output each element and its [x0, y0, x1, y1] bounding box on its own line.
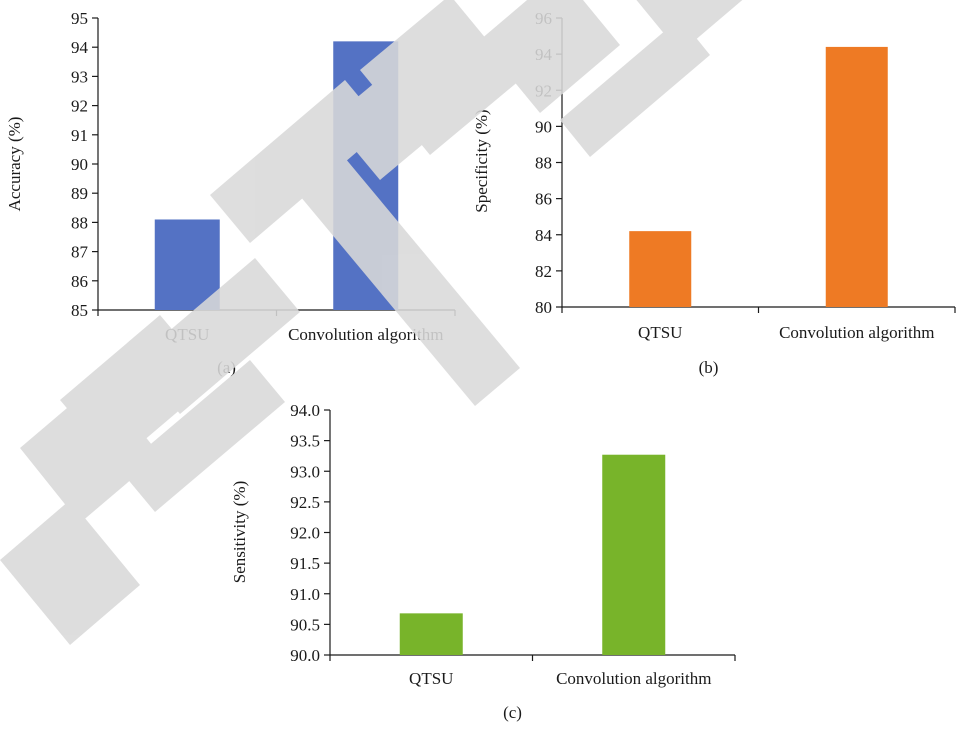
y-tick-label: 92 [71, 97, 88, 116]
chart-panel-b: 80 82 84 86 88 90 92 94 96 QTSU Convolution algori… [472, 9, 956, 377]
panel-label: (b) [699, 358, 719, 377]
x-category-label: Convolution algorithm [779, 323, 934, 342]
y-tick-label: 96 [535, 9, 552, 28]
y-tick-label: 93.0 [290, 462, 320, 481]
y-tick-label: 89 [71, 184, 88, 203]
y-tick-label: 92.0 [290, 524, 320, 543]
y-tick-label: 94.0 [290, 401, 320, 420]
y-tick-label: 86 [71, 272, 88, 291]
y-tick-label: 92 [535, 81, 552, 100]
y-tick-label: 90 [535, 117, 552, 136]
y-tick-label: 94 [71, 38, 89, 57]
y-axis-title: Specificity (%) [472, 109, 491, 212]
chart-panel-c: 90.0 90.5 91.0 91.5 92.0 92.5 93.0 93.5 94.0 QTSU… [230, 401, 736, 722]
y-tick-label: 86 [535, 190, 552, 209]
y-tick-label: 87 [71, 243, 89, 262]
y-tick-label: 88 [71, 213, 88, 232]
x-category-label: Convolution algorithm [288, 325, 443, 344]
y-tick-label: 90.0 [290, 646, 320, 665]
bar-qtsu [629, 231, 692, 307]
y-tick-label: 82 [535, 262, 552, 281]
y-tick-label: 88 [535, 154, 552, 173]
bar-convolution-algorithm [825, 46, 888, 308]
panel-label: (a) [217, 358, 236, 377]
bar-convolution-algorithm [333, 41, 399, 311]
x-category-label: QTSU [409, 669, 453, 688]
y-tick-label: 92.5 [290, 493, 320, 512]
x-category-label: QTSU [165, 325, 209, 344]
y-tick-label: 91.0 [290, 585, 320, 604]
y-tick-label: 84 [535, 226, 553, 245]
y-tick-label: 80 [535, 298, 552, 317]
y-tick-label: 91.5 [290, 554, 320, 573]
chart-panel-a: 85 86 87 88 89 90 91 92 93 94 95 QTSU Convolution al… [5, 9, 456, 377]
y-axis-title: Sensitivity (%) [230, 481, 249, 583]
y-tick-label: 95 [71, 9, 88, 28]
y-tick-label: 91 [71, 126, 88, 145]
x-category-label: Convolution algorithm [556, 669, 711, 688]
y-tick-label: 90 [71, 155, 88, 174]
y-tick-label: 94 [535, 45, 553, 64]
bar-convolution-algorithm [602, 454, 666, 655]
y-tick-label: 90.5 [290, 615, 320, 634]
panel-label: (c) [503, 703, 522, 722]
bar-qtsu [154, 219, 220, 310]
y-tick-label: 85 [71, 301, 88, 320]
y-axis-title: Accuracy (%) [5, 117, 24, 212]
y-tick-label: 93 [71, 67, 88, 86]
x-category-label: QTSU [638, 323, 682, 342]
bar-qtsu [399, 613, 463, 655]
y-tick-label: 93.5 [290, 432, 320, 451]
